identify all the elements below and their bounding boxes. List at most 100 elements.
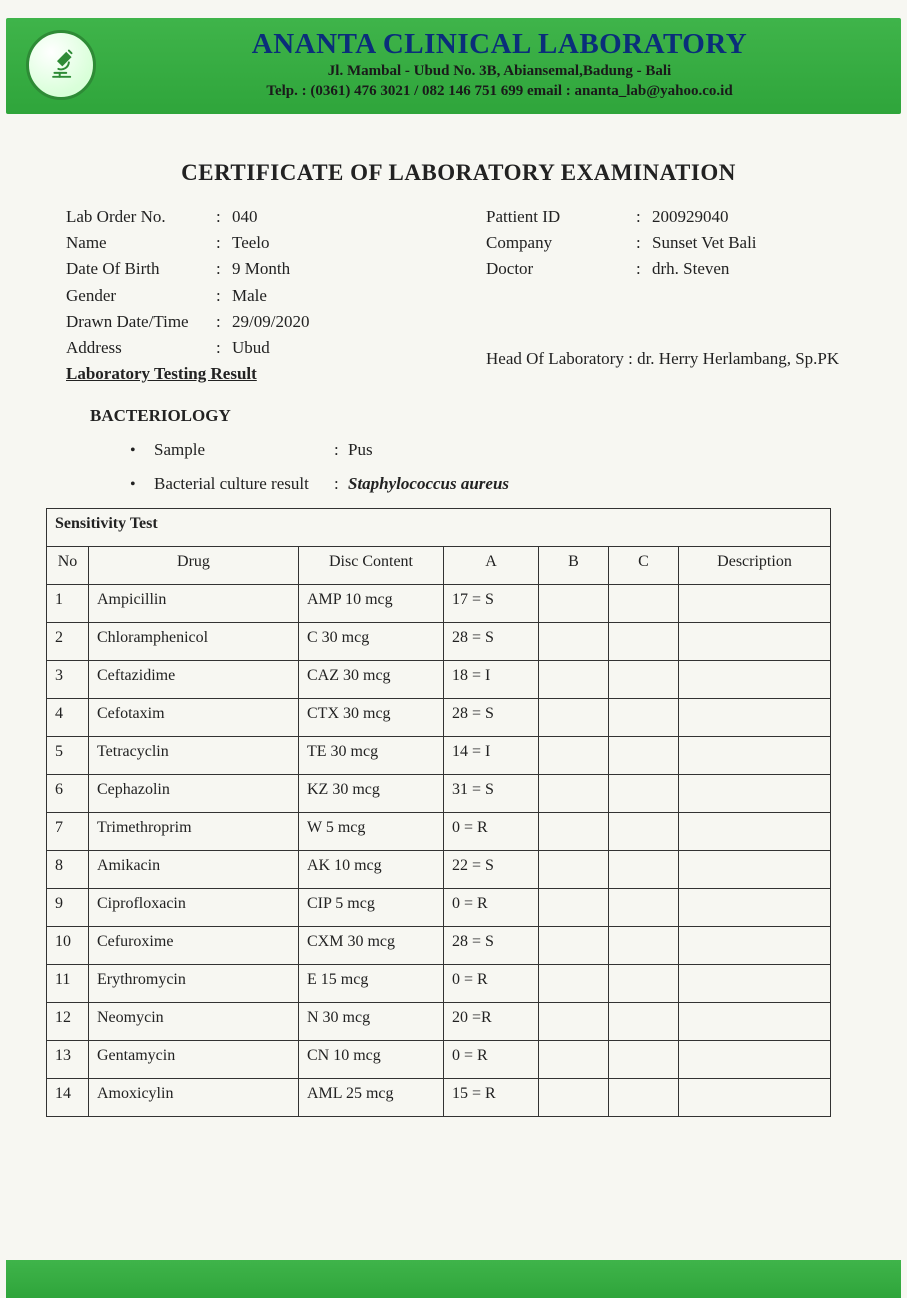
bullet-icon: •: [130, 476, 154, 494]
cell-a: 31 = S: [444, 774, 539, 812]
cell-a: 0 = R: [444, 1040, 539, 1078]
cell-drug: Ceftazidime: [89, 660, 299, 698]
cell-a: 28 = S: [444, 698, 539, 736]
cell-b: [539, 698, 609, 736]
table-row: 14AmoxicylinAML 25 mcg15 = R: [47, 1078, 831, 1116]
cell-a: 15 = R: [444, 1078, 539, 1116]
cell-disc: CN 10 mcg: [299, 1040, 444, 1078]
cell-drug: Cefotaxim: [89, 698, 299, 736]
cell-no: 8: [47, 850, 89, 888]
lab-address: Jl. Mambal - Ubud No. 3B, Abiansemal,Bad…: [118, 61, 881, 81]
cell-drug: Ciprofloxacin: [89, 888, 299, 926]
header-band: ANANTA CLINICAL LABORATORY Jl. Mambal - …: [6, 18, 901, 114]
cell-desc: [679, 964, 831, 1002]
cell-desc: [679, 888, 831, 926]
cell-no: 11: [47, 964, 89, 1002]
label-gender: Gender: [66, 283, 216, 309]
label-drawn: Drawn Date/Time: [66, 309, 216, 335]
cell-b: [539, 1040, 609, 1078]
cell-desc: [679, 1078, 831, 1116]
cell-drug: Cefuroxime: [89, 926, 299, 964]
cell-drug: Ampicillin: [89, 584, 299, 622]
sample-label: Sample: [154, 440, 334, 460]
table-row: 8AmikacinAK 10 mcg22 = S: [47, 850, 831, 888]
cell-disc: CAZ 30 mcg: [299, 660, 444, 698]
cell-c: [609, 850, 679, 888]
cell-a: 17 = S: [444, 584, 539, 622]
cell-no: 12: [47, 1002, 89, 1040]
cell-drug: Amoxicylin: [89, 1078, 299, 1116]
cell-c: [609, 736, 679, 774]
cell-a: 22 = S: [444, 850, 539, 888]
cell-b: [539, 926, 609, 964]
sample-value: Pus: [348, 440, 373, 460]
cell-no: 4: [47, 698, 89, 736]
cell-disc: W 5 mcg: [299, 812, 444, 850]
cell-no: 13: [47, 1040, 89, 1078]
lab-name: ANANTA CLINICAL LABORATORY: [118, 28, 881, 61]
label-dob: Date Of Birth: [66, 256, 216, 282]
header-text: ANANTA CLINICAL LABORATORY Jl. Mambal - …: [118, 28, 881, 102]
cell-desc: [679, 774, 831, 812]
cell-a: 28 = S: [444, 926, 539, 964]
cell-no: 6: [47, 774, 89, 812]
col-drug: Drug: [89, 546, 299, 584]
head-of-lab-value: dr. Herry Herlambang, Sp.PK: [637, 349, 839, 368]
cell-desc: [679, 812, 831, 850]
cell-b: [539, 888, 609, 926]
cell-c: [609, 1078, 679, 1116]
sensitivity-caption: Sensitivity Test: [47, 508, 831, 546]
table-row: 3CeftazidimeCAZ 30 mcg18 = I: [47, 660, 831, 698]
table-row: 4CefotaximCTX 30 mcg28 = S: [47, 698, 831, 736]
cell-disc: KZ 30 mcg: [299, 774, 444, 812]
value-patient-id: 200929040: [652, 204, 729, 230]
cell-c: [609, 888, 679, 926]
cell-drug: Trimethroprim: [89, 812, 299, 850]
cell-c: [609, 964, 679, 1002]
table-row: 2ChloramphenicolC 30 mcg28 = S: [47, 622, 831, 660]
value-gender: Male: [232, 283, 267, 309]
cell-disc: CTX 30 mcg: [299, 698, 444, 736]
cell-b: [539, 1002, 609, 1040]
footer-band: [6, 1260, 901, 1298]
cell-c: [609, 1002, 679, 1040]
cell-b: [539, 774, 609, 812]
cell-desc: [679, 1002, 831, 1040]
table-row: 11ErythromycinE 15 mcg0 = R: [47, 964, 831, 1002]
cell-no: 7: [47, 812, 89, 850]
value-address: Ubud: [232, 335, 270, 361]
cell-a: 0 = R: [444, 812, 539, 850]
label-address: Address: [66, 335, 216, 361]
cell-desc: [679, 926, 831, 964]
cell-b: [539, 964, 609, 1002]
bacteriology-title: BACTERIOLOGY: [90, 406, 851, 426]
cell-no: 14: [47, 1078, 89, 1116]
value-name: Teelo: [232, 230, 270, 256]
value-dob: 9 Month: [232, 256, 290, 282]
cell-no: 2: [47, 622, 89, 660]
label-doctor: Doctor: [486, 256, 636, 282]
cell-drug: Amikacin: [89, 850, 299, 888]
table-row: 12NeomycinN 30 mcg20 =R: [47, 1002, 831, 1040]
cell-disc: TE 30 mcg: [299, 736, 444, 774]
cell-a: 28 = S: [444, 622, 539, 660]
culture-row: • Bacterial culture result : Staphylococ…: [130, 474, 851, 494]
microscope-icon: [40, 44, 82, 86]
label-lab-order: Lab Order No.: [66, 204, 216, 230]
cell-desc: [679, 660, 831, 698]
cell-desc: [679, 1040, 831, 1078]
cell-a: 20 =R: [444, 1002, 539, 1040]
col-no: No: [47, 546, 89, 584]
cell-drug: Neomycin: [89, 1002, 299, 1040]
cell-c: [609, 812, 679, 850]
cell-b: [539, 660, 609, 698]
cell-b: [539, 736, 609, 774]
table-header-row: No Drug Disc Content A B C Description: [47, 546, 831, 584]
col-c: C: [609, 546, 679, 584]
cell-desc: [679, 698, 831, 736]
label-name: Name: [66, 230, 216, 256]
cell-drug: Tetracyclin: [89, 736, 299, 774]
culture-value: Staphylococcus aureus: [348, 474, 509, 494]
lab-contact: Telp. : (0361) 476 3021 / 082 146 751 69…: [118, 81, 881, 101]
cell-drug: Gentamycin: [89, 1040, 299, 1078]
